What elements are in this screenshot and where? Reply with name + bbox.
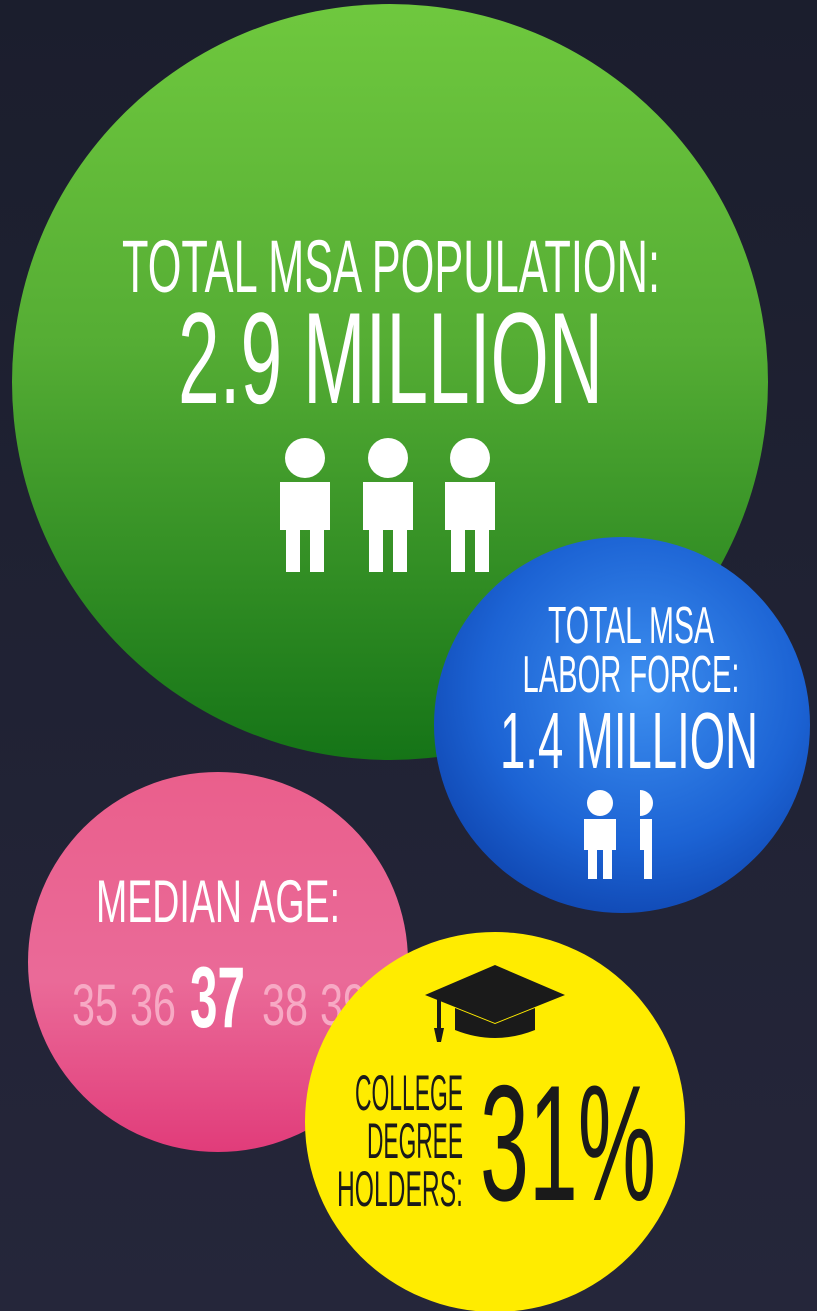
page: TOTAL MSA POPULATION: 2.9 MILLION TOTAL … (0, 0, 817, 1311)
infographic: TOTAL MSA POPULATION: 2.9 MILLION TOTAL … (0, 0, 817, 1311)
age-highlight: 37 (190, 950, 245, 1046)
age-number: 38 (262, 973, 308, 1038)
age-number: 36 (130, 973, 176, 1038)
college-label: HOLDERS: (337, 1161, 463, 1217)
labor-force-value: 1.4 MILLION (500, 696, 758, 785)
population-value: 2.9 MILLION (178, 285, 603, 431)
age-number: 35 (72, 973, 118, 1038)
median-age-label: MEDIAN AGE: (96, 868, 340, 935)
college-value: 31% (480, 1051, 656, 1235)
